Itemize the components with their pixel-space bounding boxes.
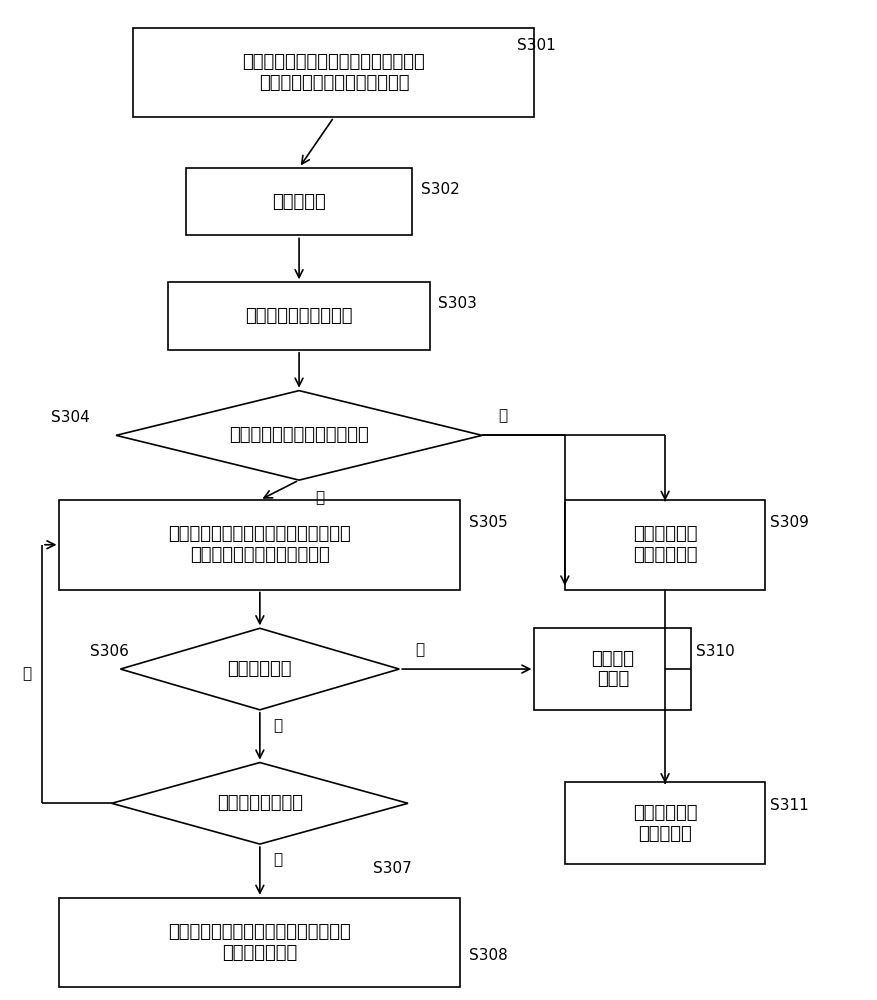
Text: S309: S309 [770, 515, 809, 530]
Polygon shape [116, 391, 482, 480]
Text: S308: S308 [469, 948, 508, 962]
FancyBboxPatch shape [534, 628, 691, 710]
Text: S310: S310 [695, 644, 734, 659]
Text: 悬停，发
出警示: 悬停，发 出警示 [591, 650, 634, 688]
Text: 自动切换到普
通飞行模式: 自动切换到普 通飞行模式 [633, 804, 697, 843]
Text: S306: S306 [90, 644, 129, 659]
Text: 无人机悬停: 无人机悬停 [272, 193, 326, 211]
Text: 否: 否 [273, 718, 282, 733]
Text: 是: 是 [415, 642, 424, 657]
Text: 选定一条需要执飞的路线，通过指令变
换飞行模式至预定路线飞行模式: 选定一条需要执飞的路线，通过指令变 换飞行模式至预定路线飞行模式 [243, 53, 425, 92]
Polygon shape [120, 628, 399, 710]
Text: S304: S304 [51, 410, 89, 426]
Text: 预存指令执行完毕: 预存指令执行完毕 [217, 794, 303, 812]
FancyBboxPatch shape [133, 28, 534, 117]
Text: S305: S305 [469, 515, 508, 530]
Text: S307: S307 [373, 861, 412, 876]
Text: 等待确认，收到确认后开始按照指令记
忆存储器的预存指令进行飞行: 等待确认，收到确认后开始按照指令记 忆存储器的预存指令进行飞行 [168, 525, 351, 564]
Text: 进入预定路线飞行模式: 进入预定路线飞行模式 [246, 307, 353, 325]
Text: 发出执行结束提示，并且悬停在结束点
等待进一步指令: 发出执行结束提示，并且悬停在结束点 等待进一步指令 [168, 923, 351, 962]
FancyBboxPatch shape [60, 500, 460, 589]
Text: 是: 是 [273, 852, 282, 867]
Text: 否: 否 [498, 408, 507, 423]
FancyBboxPatch shape [60, 898, 460, 987]
Polygon shape [111, 763, 408, 844]
Text: S303: S303 [438, 296, 477, 311]
Text: S301: S301 [517, 38, 556, 53]
FancyBboxPatch shape [186, 168, 412, 235]
Text: 发出预定起点
不一致的提示: 发出预定起点 不一致的提示 [633, 525, 697, 564]
Text: 否: 否 [23, 667, 32, 682]
Text: 当前地点与预定起点是否一致: 当前地点与预定起点是否一致 [229, 426, 369, 444]
FancyBboxPatch shape [565, 500, 766, 589]
FancyBboxPatch shape [168, 282, 430, 350]
Text: 是: 是 [315, 490, 324, 505]
Text: S302: S302 [421, 182, 460, 197]
Text: 偏移飞行路线: 偏移飞行路线 [228, 660, 292, 678]
FancyBboxPatch shape [565, 782, 766, 864]
Text: S311: S311 [770, 798, 809, 813]
